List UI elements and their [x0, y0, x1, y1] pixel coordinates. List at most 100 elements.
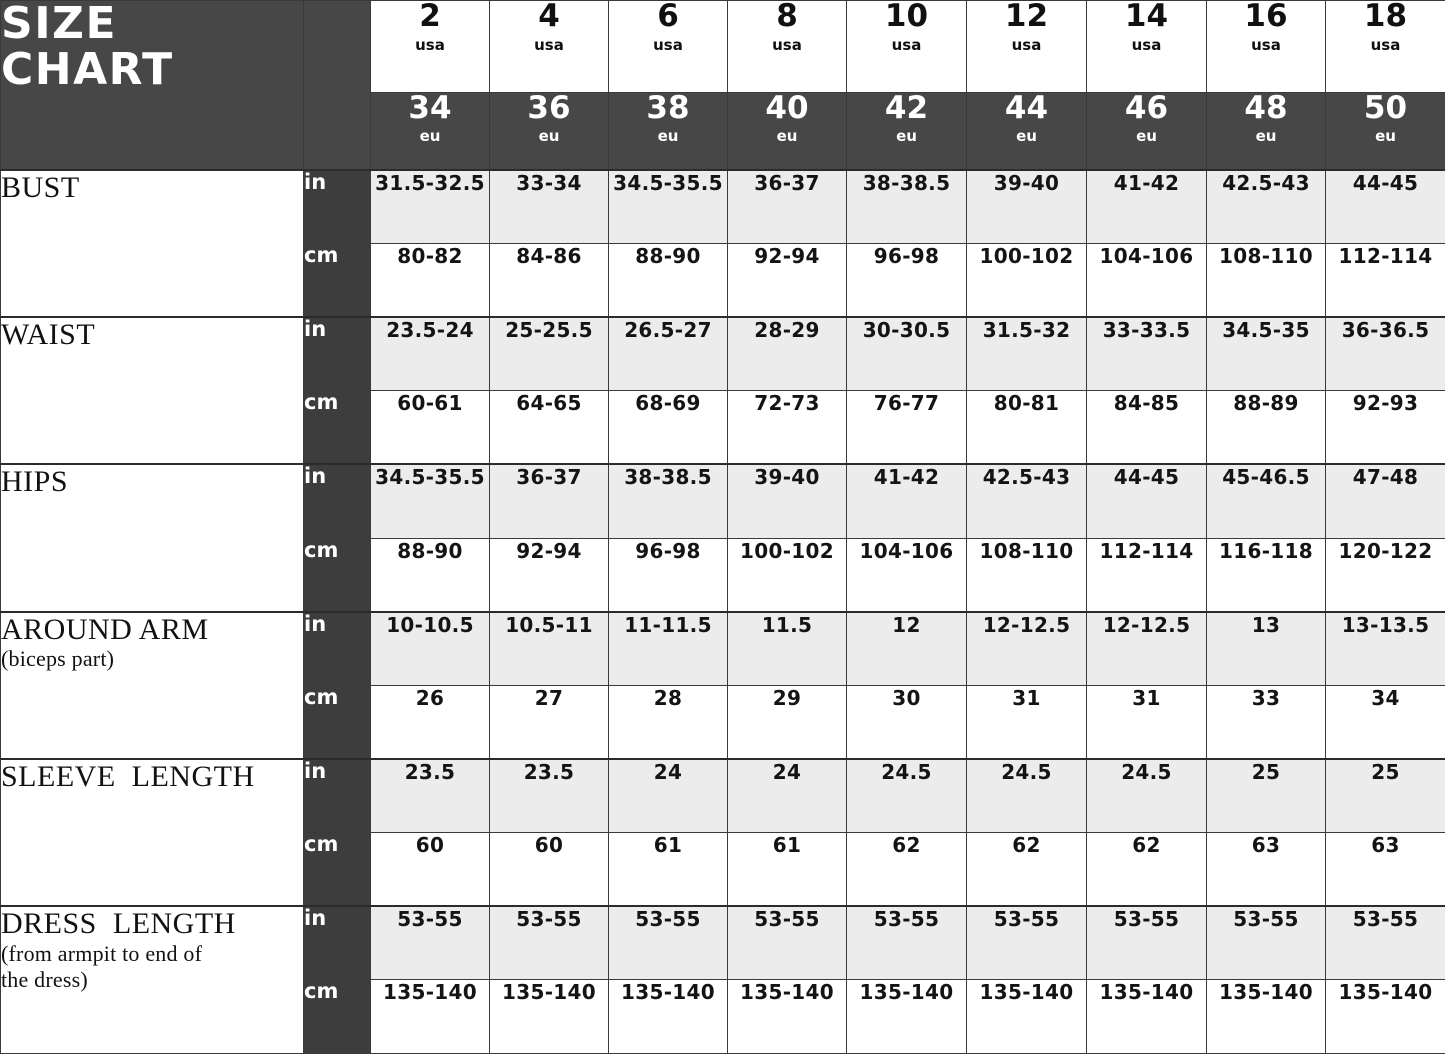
value-around-arm-in-size-8: 11.5	[727, 610, 847, 686]
value-dress-length-in-size-2: 53-55	[370, 905, 490, 981]
value-waist-cm-size-12: 80-81	[966, 390, 1087, 465]
value-dress-length-in-size-16: 53-55	[1206, 905, 1326, 981]
header-size-usa-value: 8	[776, 0, 798, 34]
value-dress-length-in-size-8: 53-55	[727, 905, 847, 981]
header-size-eu-value: 36	[527, 89, 571, 126]
value-sleeve-length-cm-size-16: 63	[1206, 832, 1326, 907]
value-dress-length-cm-size-16: 135-140	[1206, 979, 1326, 1054]
measurement-label-dress-length: DRESS LENGTH (from armpit to end of the dr…	[0, 905, 304, 1054]
measurement-row-sleeve-length-in: SLEEVE LENGTH in 23.5 23.5 24 24 24.5 24.5 24.5 2…	[0, 757, 1445, 907]
measurement-label-main: BUST	[1, 170, 80, 204]
value-waist-in-size-18: 36-36.5	[1325, 316, 1445, 392]
header-size-eu-unit: eu	[776, 127, 798, 146]
value-sleeve-length-in-size-4: 23.5	[489, 757, 609, 834]
value-dress-length-cm-size-12: 135-140	[966, 979, 1087, 1054]
value-waist-in-size-16: 34.5-35	[1206, 316, 1326, 392]
header-size-usa-value: 16	[1244, 0, 1288, 34]
value-bust-in-size-18: 44-45	[1325, 168, 1445, 245]
value-around-arm-cm-size-8: 29	[727, 684, 847, 760]
header-size-usa-unit: usa	[772, 35, 802, 54]
value-around-arm-in-size-2: 10-10.5	[370, 610, 490, 686]
value-waist-in-size-2: 23.5-24	[370, 316, 490, 392]
unit-label-text: cm	[304, 390, 339, 415]
measurement-label-main: DRESS LENGTH	[1, 907, 236, 941]
value-hips-in-size-8: 39-40	[727, 463, 847, 539]
unit-label-text: cm	[304, 537, 339, 562]
header-size-usa-unit: usa	[534, 35, 564, 54]
unit-label-text: cm	[304, 684, 339, 709]
header-size-usa-unit: usa	[653, 35, 683, 54]
unit-label-text: in	[304, 611, 327, 636]
unit-label-cm: cm	[303, 684, 371, 760]
measurement-row-waist-in: WAIST in 23.5-24 25-25.5 26.5-27 28-29 30-30.5…	[0, 316, 1445, 465]
value-waist-cm-size-10: 76-77	[846, 390, 967, 465]
value-sleeve-length-in-size-12: 24.5	[966, 757, 1087, 834]
value-dress-length-in-size-6: 53-55	[608, 905, 728, 981]
header-size-eu-unit: eu	[896, 127, 917, 146]
header-size-eu-value: 42	[884, 89, 929, 126]
header-size-usa-2: 2 usa	[370, 0, 490, 93]
value-waist-in-size-8: 28-29	[727, 316, 847, 392]
measurement-label-sleeve-length: SLEEVE LENGTH	[0, 757, 304, 907]
value-hips-cm-size-16: 116-118	[1206, 537, 1326, 613]
value-waist-in-size-10: 30-30.5	[846, 316, 967, 392]
value-bust-cm-size-2: 80-82	[370, 243, 490, 318]
value-hips-in-size-10: 41-42	[846, 463, 967, 539]
unit-label-in: in	[303, 316, 371, 392]
value-dress-length-cm-size-8: 135-140	[727, 979, 847, 1054]
value-sleeve-length-in-size-8: 24	[727, 757, 847, 834]
value-waist-cm-size-6: 68-69	[608, 390, 728, 465]
measurement-row-bust-cm: cm 80-82 84-86 88-90 92-94 96-98 100-102 104-10…	[1, 243, 1445, 318]
value-hips-cm-size-4: 92-94	[489, 537, 609, 613]
header-size-eu-value: 34	[408, 89, 452, 126]
header-size-eu-40: 40 eu	[727, 91, 847, 171]
header-size-usa-value: 14	[1124, 0, 1169, 34]
header-unit-spacer	[303, 0, 371, 171]
value-around-arm-cm-size-16: 33	[1206, 684, 1326, 760]
value-bust-in-size-10: 38-38.5	[846, 168, 967, 245]
value-waist-in-size-6: 26.5-27	[608, 316, 728, 392]
unit-label-in: in	[303, 168, 371, 245]
measurement-row-hips-in: HIPS in 34.5-35.5 36-37 38-38.5 39-40 41-42 42.…	[0, 463, 1445, 613]
header-size-eu-unit: eu	[1255, 127, 1277, 146]
value-bust-in-size-14: 41-42	[1086, 168, 1207, 245]
header-size-eu-44: 44 eu	[966, 91, 1087, 171]
measurement-row-hips-cm: cm 88-90 92-94 96-98 100-102 104-106 108-110 11…	[1, 537, 1445, 613]
header-size-usa-unit: usa	[1370, 35, 1401, 54]
measurement-label-main: WAIST	[1, 318, 96, 352]
value-sleeve-length-cm-size-2: 60	[370, 832, 490, 907]
value-waist-cm-size-4: 64-65	[489, 390, 609, 465]
measurement-label-sub: (biceps part)	[1, 646, 115, 672]
header-size-eu-34: 34 eu	[370, 89, 490, 171]
measurement-row-around-arm-in: AROUND ARM (biceps part) in 10-10.5 10.5-11 1…	[0, 610, 1445, 760]
value-around-arm-in-size-4: 10.5-11	[489, 610, 609, 686]
value-sleeve-length-cm-size-18: 63	[1325, 832, 1445, 907]
header-size-usa-10: 10 usa	[846, 0, 967, 93]
value-hips-in-size-2: 34.5-35.5	[370, 463, 490, 539]
header-row-eu: 34 eu 36 eu 38 eu 40 eu 42 eu 44 eu 46 eu 48 eu 50 eu	[1, 89, 1445, 171]
value-sleeve-length-in-size-14: 24.5	[1086, 757, 1207, 834]
value-hips-in-size-6: 38-38.5	[608, 463, 728, 539]
measurement-row-bust-in: BUST in 31.5-32.5 33-34 34.5-35.5 36-37 38-38.…	[0, 168, 1445, 318]
value-hips-in-size-12: 42.5-43	[966, 463, 1087, 539]
unit-label-cm: cm	[303, 243, 371, 318]
value-around-arm-in-size-6: 11-11.5	[608, 610, 728, 686]
value-hips-in-size-14: 44-45	[1086, 463, 1207, 539]
value-waist-in-size-4: 25-25.5	[489, 316, 609, 392]
value-hips-cm-size-2: 88-90	[370, 537, 490, 613]
value-hips-cm-size-10: 104-106	[846, 537, 967, 613]
value-sleeve-length-cm-size-14: 62	[1086, 832, 1207, 907]
measurement-label-sub: (from armpit to end of	[1, 940, 203, 966]
unit-label-cm: cm	[303, 390, 371, 465]
header-size-usa-18: 18 usa	[1325, 0, 1445, 93]
value-around-arm-in-size-12: 12-12.5	[966, 610, 1087, 686]
value-dress-length-in-size-14: 53-55	[1086, 905, 1207, 981]
value-dress-length-cm-size-4: 135-140	[489, 979, 609, 1054]
value-sleeve-length-in-size-18: 25	[1325, 757, 1445, 834]
value-bust-in-size-6: 34.5-35.5	[608, 168, 728, 245]
value-hips-cm-size-18: 120-122	[1325, 537, 1445, 613]
unit-label-text: in	[304, 169, 327, 194]
measurement-row-around-arm-cm: cm 26 27 28 29 30 31 31 33 34	[1, 684, 1445, 760]
